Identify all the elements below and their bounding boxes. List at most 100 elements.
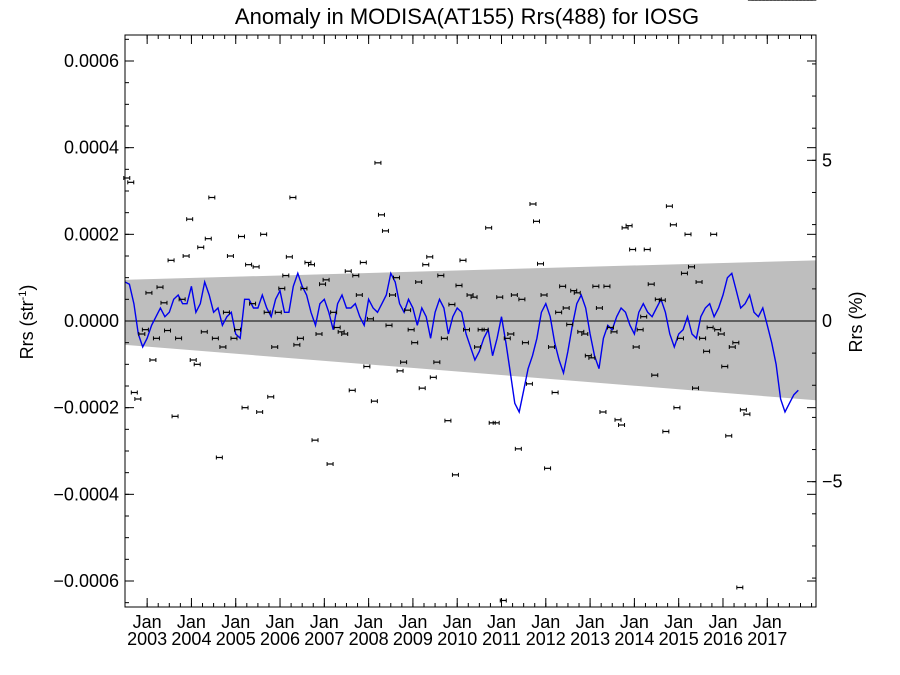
- running-mean-line: [124, 271, 799, 415]
- data-point: [529, 202, 537, 206]
- x-tick-year-label: 2014: [614, 629, 654, 649]
- data-point: [319, 282, 327, 287]
- data-point: [278, 286, 286, 291]
- data-point: [337, 329, 345, 334]
- data-point: [551, 390, 559, 395]
- data-point: [363, 364, 371, 369]
- data-point: [559, 284, 567, 289]
- data-point: [706, 325, 714, 330]
- right-axis-ticks: 5 0 −5: [807, 63, 843, 579]
- data-point: [725, 433, 733, 438]
- x-tick-month-label: Jan: [177, 612, 206, 632]
- x-tick-year-label: 2010: [437, 629, 477, 649]
- data-point: [189, 358, 197, 362]
- data-point: [352, 273, 360, 278]
- left-tick-label: 0.0004: [64, 138, 119, 158]
- y-axis-label-left-close: ): [17, 285, 37, 291]
- x-tick-year-label: 2004: [171, 629, 211, 649]
- left-axis-ticks: 0.0006 0.0004 0.0002 0.0000 −0.0002 −0.0004 −0…: [53, 38, 816, 604]
- data-point: [289, 195, 297, 200]
- data-point: [588, 355, 596, 360]
- data-point: [429, 375, 437, 380]
- data-point: [385, 323, 393, 328]
- data-point: [171, 414, 179, 419]
- data-point: [629, 247, 637, 252]
- data-point: [237, 234, 245, 239]
- data-point: [282, 273, 290, 278]
- x-tick-year-label: 2015: [659, 629, 699, 649]
- data-point: [562, 306, 570, 310]
- data-point: [322, 277, 330, 282]
- data-point: [521, 340, 529, 345]
- y-axis-label-left-text: Rrs (str: [17, 300, 37, 359]
- data-point: [610, 329, 618, 334]
- data-point: [525, 381, 533, 386]
- data-point: [492, 420, 500, 425]
- data-point: [647, 282, 655, 287]
- x-tick-month-label: Jan: [708, 612, 737, 632]
- data-point: [411, 340, 419, 345]
- data-point: [665, 204, 673, 209]
- data-point: [625, 223, 633, 228]
- data-point: [603, 284, 611, 289]
- data-point: [138, 332, 146, 336]
- x-tick-year-label: 2003: [127, 629, 167, 649]
- data-point: [370, 399, 378, 404]
- data-point: [307, 262, 315, 267]
- x-tick-year-label: 2013: [570, 629, 610, 649]
- data-point: [348, 388, 356, 393]
- data-point: [680, 271, 688, 276]
- data-point: [182, 254, 190, 258]
- data-point: [570, 288, 578, 293]
- data-point: [145, 290, 153, 295]
- data-point: [577, 329, 585, 334]
- left-tick-label: −0.0004: [53, 484, 119, 504]
- data-point: [245, 262, 253, 267]
- x-tick-month-label: Jan: [266, 612, 295, 632]
- data-point: [326, 462, 334, 466]
- data-point: [256, 410, 264, 414]
- data-point: [152, 336, 160, 341]
- x-axis-ticks: Jan2003Jan2004Jan2005Jan2006Jan2007Jan20…: [127, 35, 813, 649]
- left-tick-label: 0.0002: [64, 224, 119, 244]
- data-point: [640, 314, 648, 319]
- data-point: [249, 301, 257, 306]
- right-tick-label: 5: [822, 150, 832, 170]
- data-point: [618, 423, 626, 427]
- uncertainty-band: [125, 260, 816, 401]
- data-point: [643, 247, 651, 252]
- data-point: [532, 219, 540, 224]
- data-point: [728, 345, 736, 349]
- data-point: [673, 405, 681, 410]
- data-point: [544, 466, 552, 471]
- uncertainty-band-layer: [125, 260, 816, 401]
- data-point: [536, 261, 544, 266]
- data-point: [396, 368, 404, 373]
- data-point: [658, 298, 666, 303]
- data-point: [514, 446, 522, 451]
- data-point: [621, 225, 629, 230]
- left-tick-label: −0.0006: [53, 571, 119, 591]
- data-point: [503, 336, 511, 341]
- data-point: [599, 410, 607, 414]
- data-point: [377, 212, 385, 217]
- data-point: [381, 228, 389, 233]
- data-point: [274, 310, 282, 315]
- data-point: [440, 336, 448, 341]
- data-point: [300, 286, 308, 291]
- x-tick-month-label: Jan: [531, 612, 560, 632]
- data-point: [134, 397, 142, 401]
- data-point: [651, 373, 659, 378]
- data-point: [193, 362, 201, 367]
- data-point: [333, 325, 341, 330]
- data-point: [149, 358, 157, 362]
- data-point: [234, 327, 242, 332]
- data-point: [141, 327, 149, 332]
- data-point: [285, 254, 293, 259]
- data-point: [692, 386, 700, 391]
- data-point: [463, 327, 471, 332]
- data-point: [470, 295, 478, 300]
- x-tick-year-label: 2005: [216, 629, 256, 649]
- x-tick-month-label: Jan: [487, 612, 516, 632]
